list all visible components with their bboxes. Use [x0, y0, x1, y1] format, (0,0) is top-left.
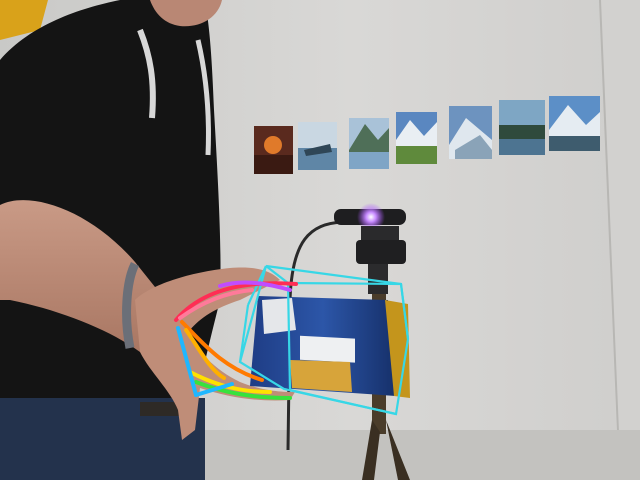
yellow-object	[0, 0, 48, 40]
wall-corner	[600, 0, 640, 480]
floor	[200, 430, 640, 480]
snow-peak-photo	[549, 96, 600, 151]
camera-led	[357, 203, 385, 231]
glacier-photo	[449, 106, 492, 159]
hand-skeleton-overlay	[174, 280, 298, 400]
held-can	[250, 296, 410, 398]
mountain-lake-photo	[349, 118, 389, 169]
person	[0, 0, 295, 480]
arm	[0, 200, 175, 352]
sunset-photo	[254, 126, 293, 174]
wall-photos	[254, 96, 600, 174]
alpine-meadow-photo	[396, 112, 437, 164]
bracelet	[122, 261, 140, 349]
bounding-box-overlay	[238, 264, 410, 416]
forest-lake-photo	[499, 100, 545, 155]
boat-photo	[298, 122, 337, 170]
